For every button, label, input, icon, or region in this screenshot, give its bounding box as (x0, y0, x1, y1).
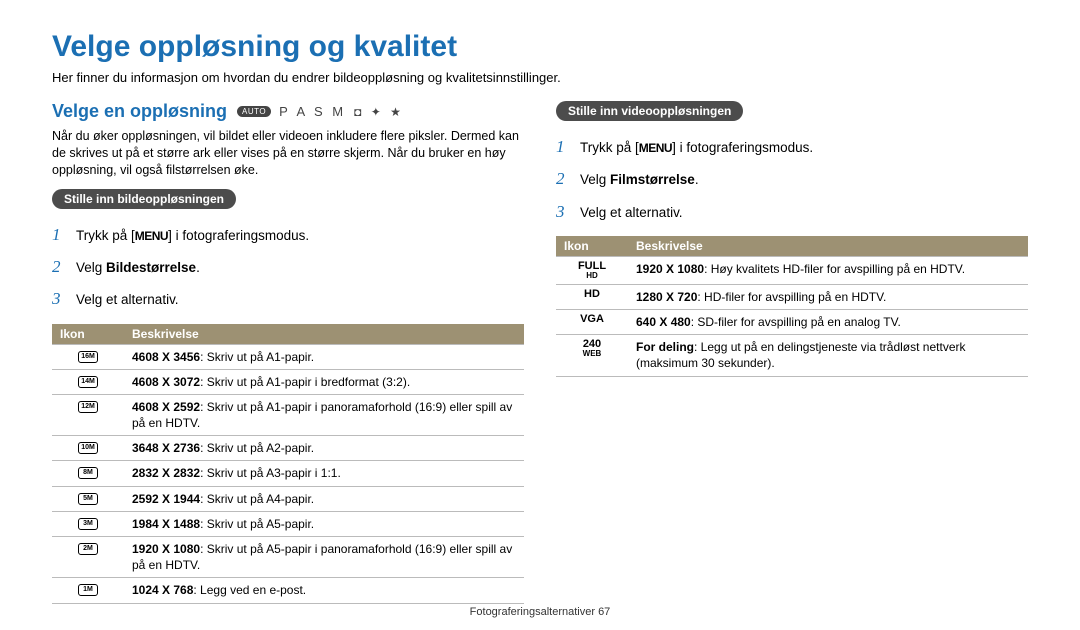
resolution-icon: 10M (52, 436, 124, 461)
table-row: 8M2832 X 2832: Skriv ut på A3-papir i 1:… (52, 461, 524, 486)
left-column: Velge en oppløsning AUTO P A S M ◘ ✦ ★ N… (52, 101, 524, 604)
video-res-desc: For deling: Legg ut på en delingstjenest… (628, 335, 1028, 376)
resolution-icon: 2M (52, 537, 124, 578)
table-row: 240WEBFor deling: Legg ut på en delingst… (556, 335, 1028, 376)
mode-extra-icons: ◘ ✦ ★ (354, 105, 404, 119)
resolution-icon: 3M (52, 511, 124, 536)
table-row: 14M4608 X 3072: Skriv ut på A1-papir i b… (52, 369, 524, 394)
left-table: Ikon Beskrivelse 16M4608 X 3456: Skriv u… (52, 324, 524, 604)
rstep2-bold: Filmstørrelse (610, 172, 695, 187)
th-desc: Beskrivelse (124, 324, 524, 345)
mode-icons: AUTO P A S M ◘ ✦ ★ (237, 104, 404, 119)
table-row: 10M3648 X 2736: Skriv ut på A2-papir. (52, 436, 524, 461)
step2-pre: Velg (76, 260, 106, 275)
th-icon: Ikon (52, 324, 124, 345)
mode-letters: P A S M (279, 104, 346, 119)
resolution-icon: 5M (52, 486, 124, 511)
video-res-icon: 240WEB (556, 335, 628, 376)
video-res-desc: 1280 X 720: HD-filer for avspilling på e… (628, 284, 1028, 309)
resolution-desc: 1920 X 1080: Skriv ut på A5-papir i pano… (124, 537, 524, 578)
table-row: VGA640 X 480: SD-filer for avspilling på… (556, 310, 1028, 335)
table-row: 12M4608 X 2592: Skriv ut på A1-papir i p… (52, 394, 524, 435)
resolution-desc: 4608 X 3456: Skriv ut på A1-papir. (124, 344, 524, 369)
video-res-icon: VGA (556, 310, 628, 335)
resolution-desc: 2832 X 2832: Skriv ut på A3-papir i 1:1. (124, 461, 524, 486)
page-title: Velge oppløsning og kvalitet (52, 30, 1028, 64)
table-row: 3M1984 X 1488: Skriv ut på A5-papir. (52, 511, 524, 536)
rstep2-pre: Velg (580, 172, 610, 187)
video-res-icon: HD (556, 284, 628, 309)
section-heading: Velge en oppløsning (52, 101, 227, 122)
step1-pre: Trykk på [ (76, 228, 135, 243)
resolution-icon: 14M (52, 369, 124, 394)
step2-post: . (196, 260, 200, 275)
left-pill: Stille inn bildeoppløsningen (52, 189, 236, 209)
right-steps: 1 Trykk på [MENU] i fotograferingsmodus.… (556, 131, 1028, 228)
menu-key-right: MENU (639, 141, 672, 155)
resolution-desc: 1024 X 768: Legg ved en e-post. (124, 578, 524, 603)
video-res-desc: 640 X 480: SD-filer for avspilling på en… (628, 310, 1028, 335)
resolution-icon: 16M (52, 344, 124, 369)
resolution-desc: 2592 X 1944: Skriv ut på A4-papir. (124, 486, 524, 511)
resolution-desc: 3648 X 2736: Skriv ut på A2-papir. (124, 436, 524, 461)
video-res-icon: FULLHD (556, 256, 628, 284)
rstep3: Velg et alternativ. (580, 200, 683, 226)
step3: Velg et alternativ. (76, 287, 179, 313)
video-res-desc: 1920 X 1080: Høy kvalitets HD-filer for … (628, 256, 1028, 284)
step2-bold: Bildestørrelse (106, 260, 196, 275)
body-text: Når du øker oppløsningen, vil bildet ell… (52, 128, 524, 179)
page-footer: Fotograferingsalternativer 67 (0, 606, 1080, 618)
rth-desc: Beskrivelse (628, 236, 1028, 257)
step1-post: ] i fotograferingsmodus. (168, 228, 309, 243)
rth-icon: Ikon (556, 236, 628, 257)
table-row: FULLHD1920 X 1080: Høy kvalitets HD-file… (556, 256, 1028, 284)
resolution-icon: 8M (52, 461, 124, 486)
resolution-desc: 4608 X 2592: Skriv ut på A1-papir i pano… (124, 394, 524, 435)
resolution-icon: 1M (52, 578, 124, 603)
resolution-desc: 1984 X 1488: Skriv ut på A5-papir. (124, 511, 524, 536)
rstep1-pre: Trykk på [ (580, 140, 639, 155)
rstep1-post: ] i fotograferingsmodus. (672, 140, 813, 155)
right-pill: Stille inn videooppløsningen (556, 101, 743, 121)
table-row: 5M2592 X 1944: Skriv ut på A4-papir. (52, 486, 524, 511)
menu-key-left: MENU (135, 229, 168, 243)
left-steps: 1 Trykk på [MENU] i fotograferingsmodus.… (52, 219, 524, 316)
table-row: 16M4608 X 3456: Skriv ut på A1-papir. (52, 344, 524, 369)
rstep2-post: . (695, 172, 699, 187)
resolution-desc: 4608 X 3072: Skriv ut på A1-papir i bred… (124, 369, 524, 394)
intro-text: Her finner du informasjon om hvordan du … (52, 70, 1028, 85)
table-row: 1M1024 X 768: Legg ved en e-post. (52, 578, 524, 603)
right-column: Stille inn videooppløsningen 1 Trykk på … (556, 101, 1028, 604)
table-row: HD1280 X 720: HD-filer for avspilling på… (556, 284, 1028, 309)
right-table: Ikon Beskrivelse FULLHD1920 X 1080: Høy … (556, 236, 1028, 377)
table-row: 2M1920 X 1080: Skriv ut på A5-papir i pa… (52, 537, 524, 578)
mode-auto-icon: AUTO (237, 106, 271, 117)
resolution-icon: 12M (52, 394, 124, 435)
